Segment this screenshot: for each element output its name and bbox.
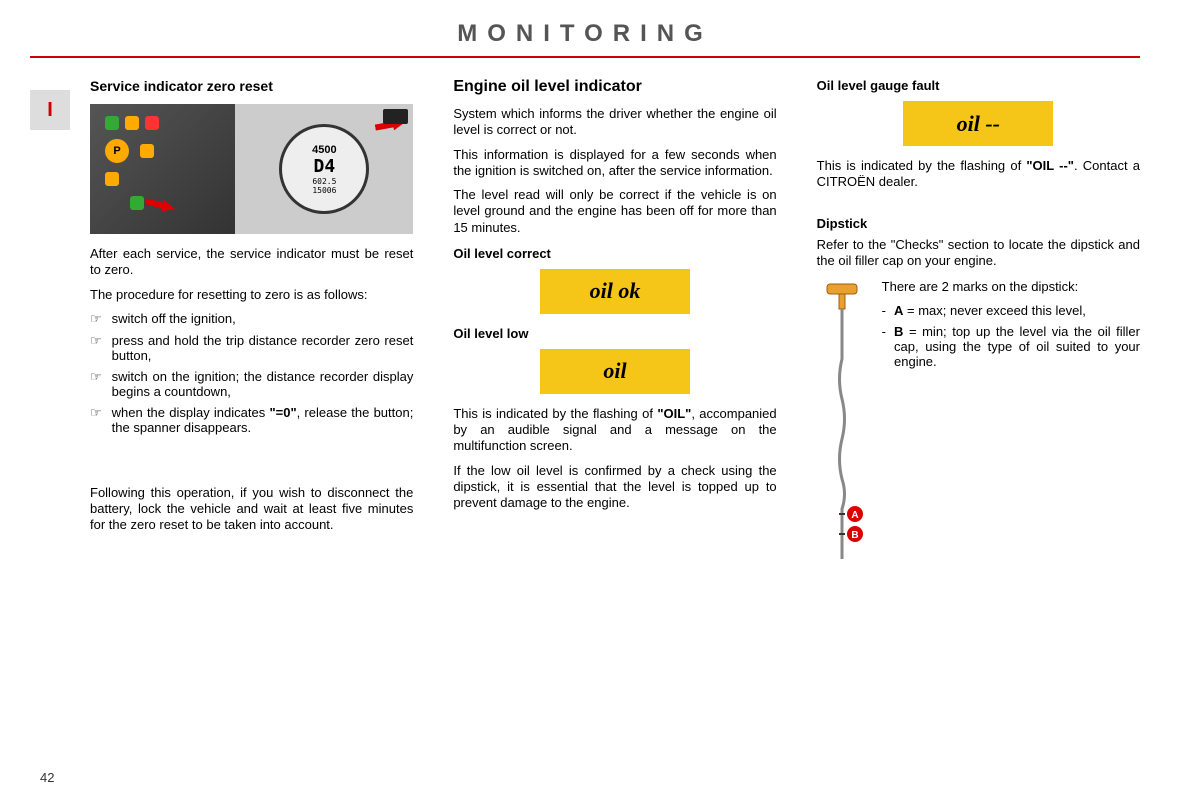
parking-icon: P: [105, 139, 129, 163]
bold: A: [894, 303, 903, 318]
red-arrow-icon: [144, 195, 176, 214]
col3-p2: Refer to the "Checks" section to locate …: [817, 237, 1140, 270]
t: This is indicated by the flashing of: [453, 406, 657, 421]
dashboard-photo: P 4500 D4 602.5 15006: [90, 104, 413, 234]
col2-title: Engine oil level indicator: [453, 78, 776, 96]
rpm-value: 4500: [312, 144, 336, 156]
bold: "OIL --": [1026, 158, 1074, 173]
dipstick-area: A B There are 2 marks on the dipstick: -…: [817, 279, 1140, 579]
bold: "OIL": [657, 406, 691, 421]
hand-icon: ☞: [90, 369, 102, 399]
dash-left-panel: P: [90, 104, 235, 234]
hand-icon: ☞: [90, 311, 102, 327]
oil-low-badge: oil: [540, 349, 690, 394]
step-text: switch off the ignition,: [112, 311, 236, 327]
step-text: when the display indicates "=0", release…: [112, 405, 414, 435]
col1-note: Following this operation, if you wish to…: [90, 485, 413, 534]
oil-fault-badge: oil --: [903, 101, 1053, 146]
dp-mark-b: -B = min; top up the level via the oil f…: [882, 324, 1140, 369]
col2-p4: This is indicated by the flashing of "OI…: [453, 406, 776, 455]
gear-value: D4: [314, 156, 336, 177]
page-number: 42: [40, 770, 54, 785]
step-1: ☞ switch off the ignition,: [90, 311, 413, 327]
warning-icon: [140, 144, 154, 158]
dp-mark-a: -A = max; never exceed this level,: [882, 303, 1140, 318]
bold: "=0": [269, 405, 296, 420]
step-3: ☞ switch on the ignition; the distance re…: [90, 369, 413, 399]
col2-p5: If the low oil level is confirmed by a c…: [453, 463, 776, 512]
hand-icon: ☞: [90, 333, 102, 363]
odo1: 602.5: [312, 177, 336, 186]
dipstick-illustration: A B: [817, 279, 867, 579]
reset-steps: ☞ switch off the ignition, ☞ press and hol…: [90, 311, 413, 435]
dash-icon: -: [882, 303, 886, 318]
odo2: 15006: [312, 186, 336, 195]
t: A = max; never exceed this level,: [894, 303, 1086, 318]
svg-text:B: B: [851, 530, 858, 541]
step-2: ☞ press and hold the trip distance record…: [90, 333, 413, 363]
column-1: Service indicator zero reset P 4500 D4 6…: [90, 78, 413, 579]
dash-right-panel: 4500 D4 602.5 15006: [235, 104, 413, 234]
col2-p1: System which informs the driver whether …: [453, 106, 776, 139]
col1-p2: The procedure for resetting to zero is a…: [90, 287, 413, 303]
col3-p1: This is indicated by the flashing of "OI…: [817, 158, 1140, 191]
t: This is indicated by the flashing of: [817, 158, 1027, 173]
content-columns: Service indicator zero reset P 4500 D4 6…: [90, 78, 1140, 579]
warning-icon: [130, 196, 144, 210]
oil-low-title: Oil level low: [453, 326, 776, 341]
section-tab: I: [30, 90, 70, 130]
dp-intro: There are 2 marks on the dipstick:: [882, 279, 1140, 295]
reset-button-graphic: [383, 109, 408, 124]
dash-icon: -: [882, 324, 886, 369]
bold: B: [894, 324, 903, 339]
col2-p3: The level read will only be correct if t…: [453, 187, 776, 236]
column-2: Engine oil level indicator System which …: [453, 78, 776, 579]
header-divider: [30, 56, 1140, 58]
warning-icon: [125, 116, 139, 130]
t: = min; top up the level via the oil fill…: [894, 324, 1140, 369]
col1-p1: After each service, the service indicato…: [90, 246, 413, 279]
step-4: ☞ when the display indicates "=0", releas…: [90, 405, 413, 435]
page-header: MONITORING: [30, 20, 1140, 48]
dipstick-text: There are 2 marks on the dipstick: -A = …: [882, 279, 1140, 579]
svg-text:A: A: [851, 510, 858, 521]
dipstick-title: Dipstick: [817, 216, 1140, 231]
step-text: press and hold the trip distance recorde…: [112, 333, 414, 363]
t: when the display indicates: [112, 405, 270, 420]
warning-icon: [105, 172, 119, 186]
warning-icon: [105, 116, 119, 130]
hand-icon: ☞: [90, 405, 102, 435]
col1-title: Service indicator zero reset: [90, 78, 413, 94]
column-3: Oil level gauge fault oil -- This is ind…: [817, 78, 1140, 579]
oil-correct-title: Oil level correct: [453, 246, 776, 261]
col2-p2: This information is displayed for a few …: [453, 147, 776, 180]
t: B = min; top up the level via the oil fi…: [894, 324, 1140, 369]
t: = max; never exceed this level,: [903, 303, 1085, 318]
warning-icon: [145, 116, 159, 130]
step-text: switch on the ignition; the distance rec…: [112, 369, 414, 399]
oil-ok-badge: oil ok: [540, 269, 690, 314]
rpm-gauge: 4500 D4 602.5 15006: [279, 124, 369, 214]
oil-fault-title: Oil level gauge fault: [817, 78, 1140, 93]
